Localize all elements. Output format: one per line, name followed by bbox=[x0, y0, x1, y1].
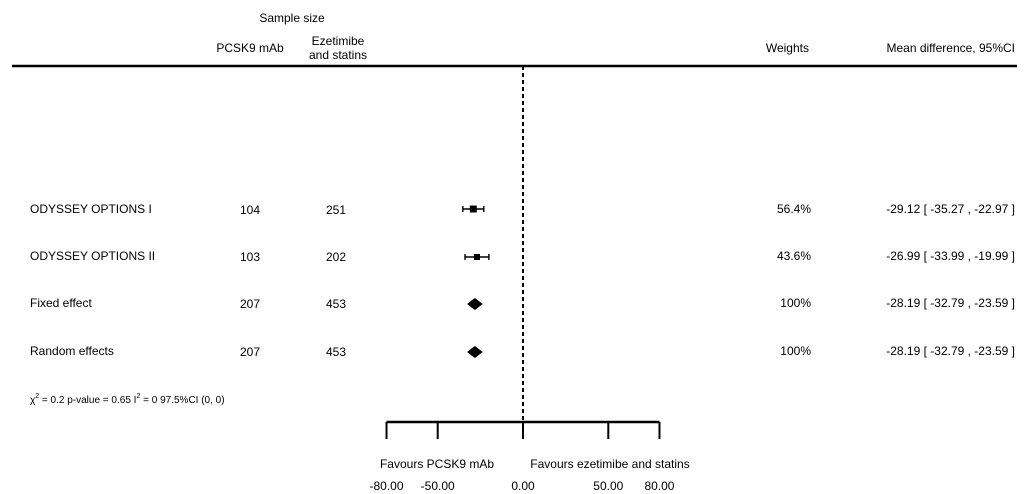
chi-stats: = 0.2 p-value = 0.65 I bbox=[39, 395, 136, 406]
row-label: ODYSSEY OPTIONS II bbox=[30, 249, 155, 263]
row-n-a: 103 bbox=[240, 250, 260, 264]
row-ci-text: -29.12 [ -35.27 , -22.97 ] bbox=[886, 202, 1015, 216]
row-weight: 43.6% bbox=[777, 249, 811, 263]
row-label: Random effects bbox=[30, 344, 114, 358]
summary-diamond bbox=[467, 298, 483, 310]
header-ezetimibe-2: and statins bbox=[309, 48, 367, 62]
row-n-a: 104 bbox=[240, 203, 260, 217]
x-tick-label: 80.00 bbox=[644, 479, 674, 493]
point-estimate-square bbox=[470, 206, 477, 213]
row-ci-text: -28.19 [ -32.79 , -23.59 ] bbox=[886, 344, 1015, 358]
row-n-b: 202 bbox=[326, 250, 346, 264]
marks-group bbox=[463, 206, 489, 358]
row-n-b: 453 bbox=[326, 345, 346, 359]
row-n-b: 453 bbox=[326, 297, 346, 311]
row-weight: 100% bbox=[780, 296, 811, 310]
point-estimate-square bbox=[474, 254, 480, 260]
header-sample-size: Sample size bbox=[259, 11, 325, 25]
row-weight: 100% bbox=[780, 344, 811, 358]
heterogeneity-stats: χ2 = 0.2 p-value = 0.65 I2 = 0 97.5%CI (… bbox=[30, 393, 225, 406]
header-pcsk9: PCSK9 mAb bbox=[216, 41, 284, 55]
x-tick-label: -80.00 bbox=[370, 479, 404, 493]
row-n-b: 251 bbox=[326, 203, 346, 217]
summary-diamond bbox=[467, 346, 483, 358]
row-label: Fixed effect bbox=[30, 296, 92, 310]
row-ci-text: -26.99 [ -33.99 , -19.99 ] bbox=[886, 249, 1015, 263]
header-ezetimibe-1: Ezetimibe bbox=[312, 34, 365, 48]
row-ci-text: -28.19 [ -32.79 , -23.59 ] bbox=[886, 296, 1015, 310]
row-label: ODYSSEY OPTIONS I bbox=[30, 202, 152, 216]
i-stats: = 0 97.5%CI (0, 0) bbox=[140, 395, 224, 406]
row-n-a: 207 bbox=[240, 345, 260, 359]
header-effect: Mean difference, 95%CI bbox=[886, 41, 1015, 55]
x-tick-label: 50.00 bbox=[593, 479, 623, 493]
favours-right-label: Favours ezetimibe and statins bbox=[530, 457, 689, 471]
x-tick-label: 0.00 bbox=[511, 479, 535, 493]
header-weights: Weights bbox=[766, 41, 809, 55]
favours-left-label: Favours PCSK9 mAb bbox=[380, 457, 494, 471]
row-weight: 56.4% bbox=[777, 202, 811, 216]
x-tick-label: -50.00 bbox=[421, 479, 455, 493]
row-n-a: 207 bbox=[240, 297, 260, 311]
